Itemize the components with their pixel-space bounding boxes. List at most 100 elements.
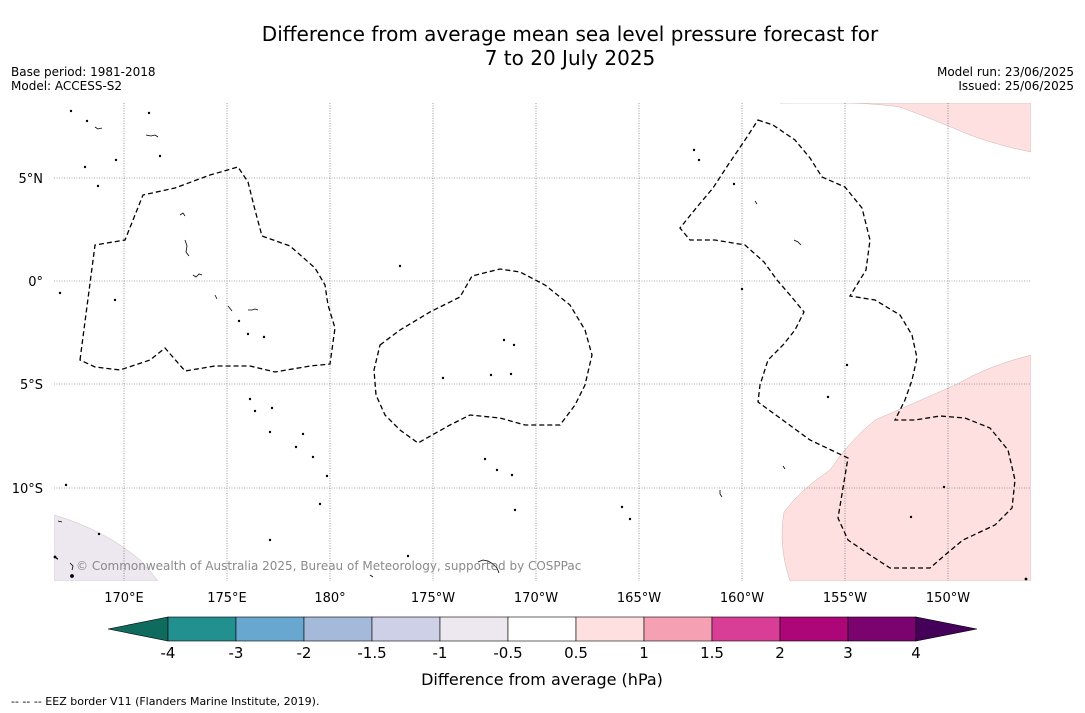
island (620, 505, 624, 509)
island (270, 406, 274, 410)
colorbar-segment (235, 616, 305, 642)
island (845, 363, 849, 367)
island (214, 294, 218, 300)
island (509, 372, 513, 376)
colorbar-segment (779, 616, 849, 642)
chart-title: Difference from average mean sea level p… (0, 22, 1085, 70)
colorbar-segment (507, 616, 577, 642)
anomaly-shading (54, 103, 1031, 581)
lon-label-180: 180° (314, 591, 345, 606)
island (301, 432, 305, 436)
island (782, 465, 786, 470)
island (510, 473, 514, 477)
island (495, 468, 499, 472)
title-line-2: 7 to 20 July 2025 (484, 46, 656, 70)
meta-right: Model run: 23/06/2025 Issued: 25/06/2025 (937, 65, 1074, 93)
island (69, 562, 74, 571)
island (483, 457, 487, 461)
island (70, 574, 74, 578)
island (732, 182, 736, 186)
island (477, 559, 500, 574)
anomaly-area-south-west (54, 514, 159, 581)
island (253, 409, 257, 413)
base-period: Base period: 1981-2018 (11, 65, 156, 79)
issued-date: Issued: 25/06/2025 (958, 79, 1074, 93)
island (502, 338, 506, 342)
lon-label-160w: 160°W (720, 591, 764, 606)
colorbar-tick-label: -1.5 (357, 644, 386, 662)
island (248, 308, 259, 311)
island (53, 555, 57, 559)
island (64, 483, 68, 487)
copyright-text: © Commonwealth of Australia 2025, Bureau… (76, 559, 581, 573)
eez-border-west (79, 166, 336, 373)
island (294, 445, 298, 449)
island (318, 502, 322, 506)
island (628, 517, 632, 521)
island (246, 332, 250, 336)
colorbar-tick-label: 0.5 (564, 644, 588, 662)
island (489, 373, 493, 377)
colorbar-segment (439, 616, 509, 642)
lon-label-175e: 175°E (207, 591, 247, 606)
island (406, 554, 410, 558)
colorbar-tick-label: 4 (911, 644, 921, 662)
lon-label-150w: 150°W (926, 591, 970, 606)
island (754, 200, 758, 205)
graticule (54, 103, 1031, 581)
lon-label-170e: 170°E (104, 591, 144, 606)
colorbar-segment (711, 616, 781, 642)
islands (53, 109, 1028, 581)
colorbar: -4 -3 -2 -1.5 -1 -0.5 0.5 1 1.5 2 3 4 (107, 616, 978, 662)
island (793, 239, 802, 246)
meta-left: Base period: 1981-2018 Model: ACCESS-S2 (11, 65, 156, 93)
lon-axis-labels: 170°E 175°E 180° 175°W 170°W 165°W 160°W… (104, 591, 970, 606)
island (94, 126, 103, 130)
island (692, 148, 696, 152)
island (512, 343, 516, 347)
island (719, 490, 723, 498)
colorbar-segment (643, 616, 713, 642)
island (114, 158, 118, 162)
colorbar-tick-label: -4 (161, 644, 176, 662)
colorbar-tick-label: -2 (297, 644, 312, 662)
lat-label-0: 0° (28, 275, 43, 290)
colorbar-arrow-low (107, 616, 169, 642)
island (369, 574, 374, 578)
colorbar-segment (575, 616, 645, 642)
island (311, 455, 315, 459)
island (192, 273, 203, 278)
colorbar-arrow-high (915, 616, 978, 642)
island (740, 287, 744, 291)
colorbar-tick-label: -3 (229, 644, 244, 662)
island (398, 264, 402, 268)
island (57, 520, 63, 523)
anomaly-area-north-east (780, 103, 1031, 153)
lon-label-175w: 175°W (411, 591, 455, 606)
lat-label-5n: 5°N (19, 172, 44, 187)
model-run: Model run: 23/06/2025 (936, 65, 1074, 79)
island (248, 397, 252, 401)
island (268, 430, 272, 434)
lat-axis-labels: 5°N 0° 5°S 10°S (12, 172, 43, 497)
island (826, 395, 830, 399)
island (96, 184, 100, 188)
lon-label-165w: 165°W (617, 591, 661, 606)
colorbar-label: Difference from average (hPa) (421, 670, 663, 689)
island (58, 291, 62, 295)
island (227, 305, 233, 312)
colorbar-tick-label: 3 (843, 644, 853, 662)
eez-border-central (373, 268, 593, 444)
island (942, 485, 946, 489)
island (179, 212, 186, 217)
colorbar-segment (371, 616, 441, 642)
island (97, 532, 101, 536)
colorbar-segment (167, 616, 237, 642)
eez-border-east (679, 119, 1016, 569)
island (147, 111, 151, 115)
island (1024, 577, 1028, 581)
island (441, 376, 445, 380)
island (325, 474, 329, 478)
island (184, 239, 190, 257)
